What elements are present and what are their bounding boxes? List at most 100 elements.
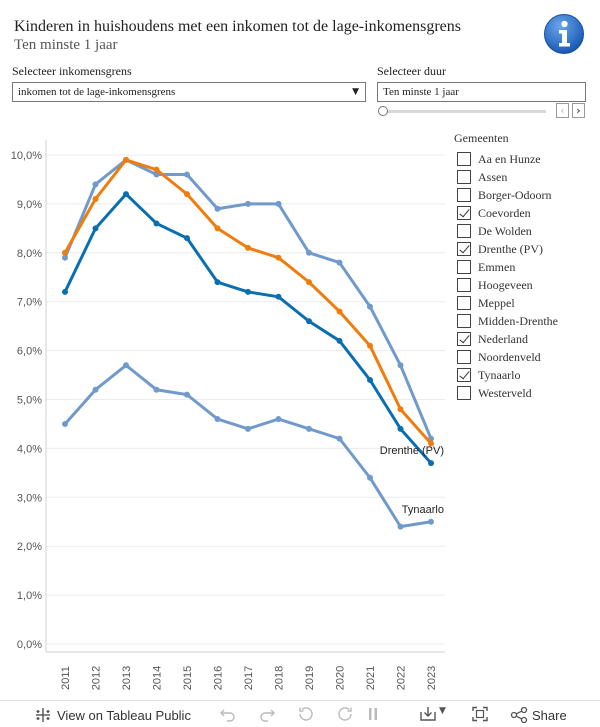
y-tick-label: 0,0% bbox=[17, 639, 42, 651]
pause-icon[interactable] bbox=[364, 706, 382, 722]
refresh-icon[interactable] bbox=[336, 706, 354, 722]
data-point bbox=[397, 362, 404, 369]
data-point bbox=[245, 288, 251, 295]
checkbox-checked-icon[interactable] bbox=[457, 242, 471, 256]
data-point bbox=[336, 337, 343, 344]
data-point bbox=[62, 249, 68, 256]
view-on-tableau-label: View on Tableau Public bbox=[57, 707, 191, 723]
y-tick-label: 7,0% bbox=[17, 297, 42, 309]
data-point bbox=[336, 308, 343, 315]
checkbox-icon[interactable] bbox=[457, 152, 471, 166]
download-icon[interactable] bbox=[419, 706, 437, 722]
checkbox-icon[interactable] bbox=[457, 314, 471, 328]
share-label: Share bbox=[532, 707, 567, 723]
data-point bbox=[306, 425, 312, 432]
checkbox-icon[interactable] bbox=[457, 260, 471, 274]
series-end-label: Tynaarlo bbox=[402, 504, 444, 516]
legend-list: Aa en Hunze Assen Borger-Odoorn Coevorden De… bbox=[457, 150, 558, 402]
data-point bbox=[184, 171, 190, 178]
legend-item[interactable]: Tynaarlo bbox=[457, 366, 558, 384]
legend-item[interactable]: Assen bbox=[457, 168, 558, 186]
data-point bbox=[214, 205, 221, 212]
data-point bbox=[367, 376, 373, 383]
data-point bbox=[123, 362, 129, 369]
y-tick-label: 5,0% bbox=[17, 395, 42, 407]
legend-item[interactable]: Aa en Hunze bbox=[457, 150, 558, 168]
y-tick-label: 9,0% bbox=[17, 199, 42, 211]
checkbox-checked-icon[interactable] bbox=[457, 206, 471, 220]
legend-item-label: Noordenveld bbox=[478, 349, 541, 364]
legend-item[interactable]: De Wolden bbox=[457, 222, 558, 240]
data-point bbox=[245, 200, 251, 207]
legend-item-label: Meppel bbox=[478, 295, 515, 310]
fullscreen-icon[interactable] bbox=[471, 706, 489, 722]
checkbox-icon[interactable] bbox=[457, 170, 471, 184]
legend-item[interactable]: Nederland bbox=[457, 330, 558, 348]
checkbox-icon[interactable] bbox=[457, 386, 471, 400]
data-point bbox=[397, 406, 404, 413]
legend-item[interactable]: Borger-Odoorn bbox=[457, 186, 558, 204]
checkbox-icon[interactable] bbox=[457, 224, 471, 238]
y-tick-label: 3,0% bbox=[17, 492, 42, 504]
tableau-toolbar: View on Tableau Public ▼ Share bbox=[0, 700, 600, 727]
data-point bbox=[306, 318, 312, 325]
checkbox-icon[interactable] bbox=[457, 296, 471, 310]
x-tick-label: 2011 bbox=[60, 666, 72, 690]
duration-slider-thumb[interactable] bbox=[378, 106, 388, 116]
income-threshold-value: inkomen tot de lage-inkomensgrens bbox=[18, 86, 176, 98]
data-point bbox=[153, 220, 160, 227]
legend-item[interactable]: Drenthe (PV) bbox=[457, 240, 558, 258]
undo-icon[interactable] bbox=[219, 706, 237, 722]
data-point bbox=[275, 416, 282, 423]
checkbox-icon[interactable] bbox=[457, 350, 471, 364]
x-tick-label: 2022 bbox=[396, 666, 408, 690]
data-point bbox=[153, 171, 160, 178]
x-tick-label: 2016 bbox=[213, 666, 225, 690]
income-threshold-dropdown[interactable]: inkomen tot de lage-inkomensgrens ▼ bbox=[12, 82, 366, 102]
duration-value: Ten minste 1 jaar bbox=[383, 86, 459, 98]
legend-item[interactable]: Midden-Drenthe bbox=[457, 312, 558, 330]
x-tick-label: 2020 bbox=[335, 666, 347, 690]
revert-icon[interactable] bbox=[297, 706, 315, 722]
legend-item[interactable]: Hoogeveen bbox=[457, 276, 558, 294]
legend-item-label: Drenthe (PV) bbox=[478, 241, 543, 256]
checkbox-icon[interactable] bbox=[457, 188, 471, 202]
legend-item[interactable]: Coevorden bbox=[457, 204, 558, 222]
data-point bbox=[92, 181, 99, 188]
download-caret-icon[interactable]: ▼ bbox=[439, 706, 446, 716]
tableau-logo-icon bbox=[36, 708, 50, 722]
chevron-right-icon: › bbox=[576, 104, 581, 117]
data-point bbox=[214, 416, 221, 423]
income-filter-label: Selecteer inkomensgrens bbox=[12, 64, 132, 78]
legend-item[interactable]: Noordenveld bbox=[457, 348, 558, 366]
chart-subtitle: Ten minste 1 jaar bbox=[14, 37, 118, 53]
redo-icon[interactable] bbox=[258, 706, 276, 722]
data-point bbox=[336, 435, 343, 442]
checkbox-checked-icon[interactable] bbox=[457, 332, 471, 346]
duration-slider-track[interactable] bbox=[383, 110, 546, 113]
duration-value-box[interactable]: Ten minste 1 jaar bbox=[377, 82, 586, 102]
legend-item-label: Aa en Hunze bbox=[478, 151, 541, 166]
data-point bbox=[275, 254, 282, 261]
x-tick-label: 2017 bbox=[243, 666, 255, 690]
view-on-tableau-link[interactable]: View on Tableau Public bbox=[34, 707, 191, 723]
legend-item-label: Borger-Odoorn bbox=[478, 187, 552, 202]
y-tick-label: 1,0% bbox=[17, 590, 42, 602]
y-tick-label: 8,0% bbox=[17, 248, 42, 260]
legend-item[interactable]: Westerveld bbox=[457, 384, 558, 402]
series-line bbox=[63, 192, 433, 465]
checkbox-checked-icon[interactable] bbox=[457, 368, 471, 382]
legend-item[interactable]: Meppel bbox=[457, 294, 558, 312]
legend-item[interactable]: Emmen bbox=[457, 258, 558, 276]
legend-item-label: De Wolden bbox=[478, 223, 532, 238]
next-step-button[interactable]: › bbox=[572, 103, 585, 118]
share-button[interactable]: Share bbox=[510, 707, 567, 723]
checkbox-icon[interactable] bbox=[457, 278, 471, 292]
duration-filter-label: Selecteer duur bbox=[377, 64, 446, 78]
previous-step-button[interactable]: ‹ bbox=[556, 103, 569, 118]
chevron-left-icon: ‹ bbox=[560, 104, 565, 117]
data-point bbox=[306, 249, 312, 256]
y-tick-label: 6,0% bbox=[17, 346, 42, 358]
x-tick-label: 2018 bbox=[274, 666, 286, 690]
info-icon[interactable] bbox=[543, 13, 585, 55]
